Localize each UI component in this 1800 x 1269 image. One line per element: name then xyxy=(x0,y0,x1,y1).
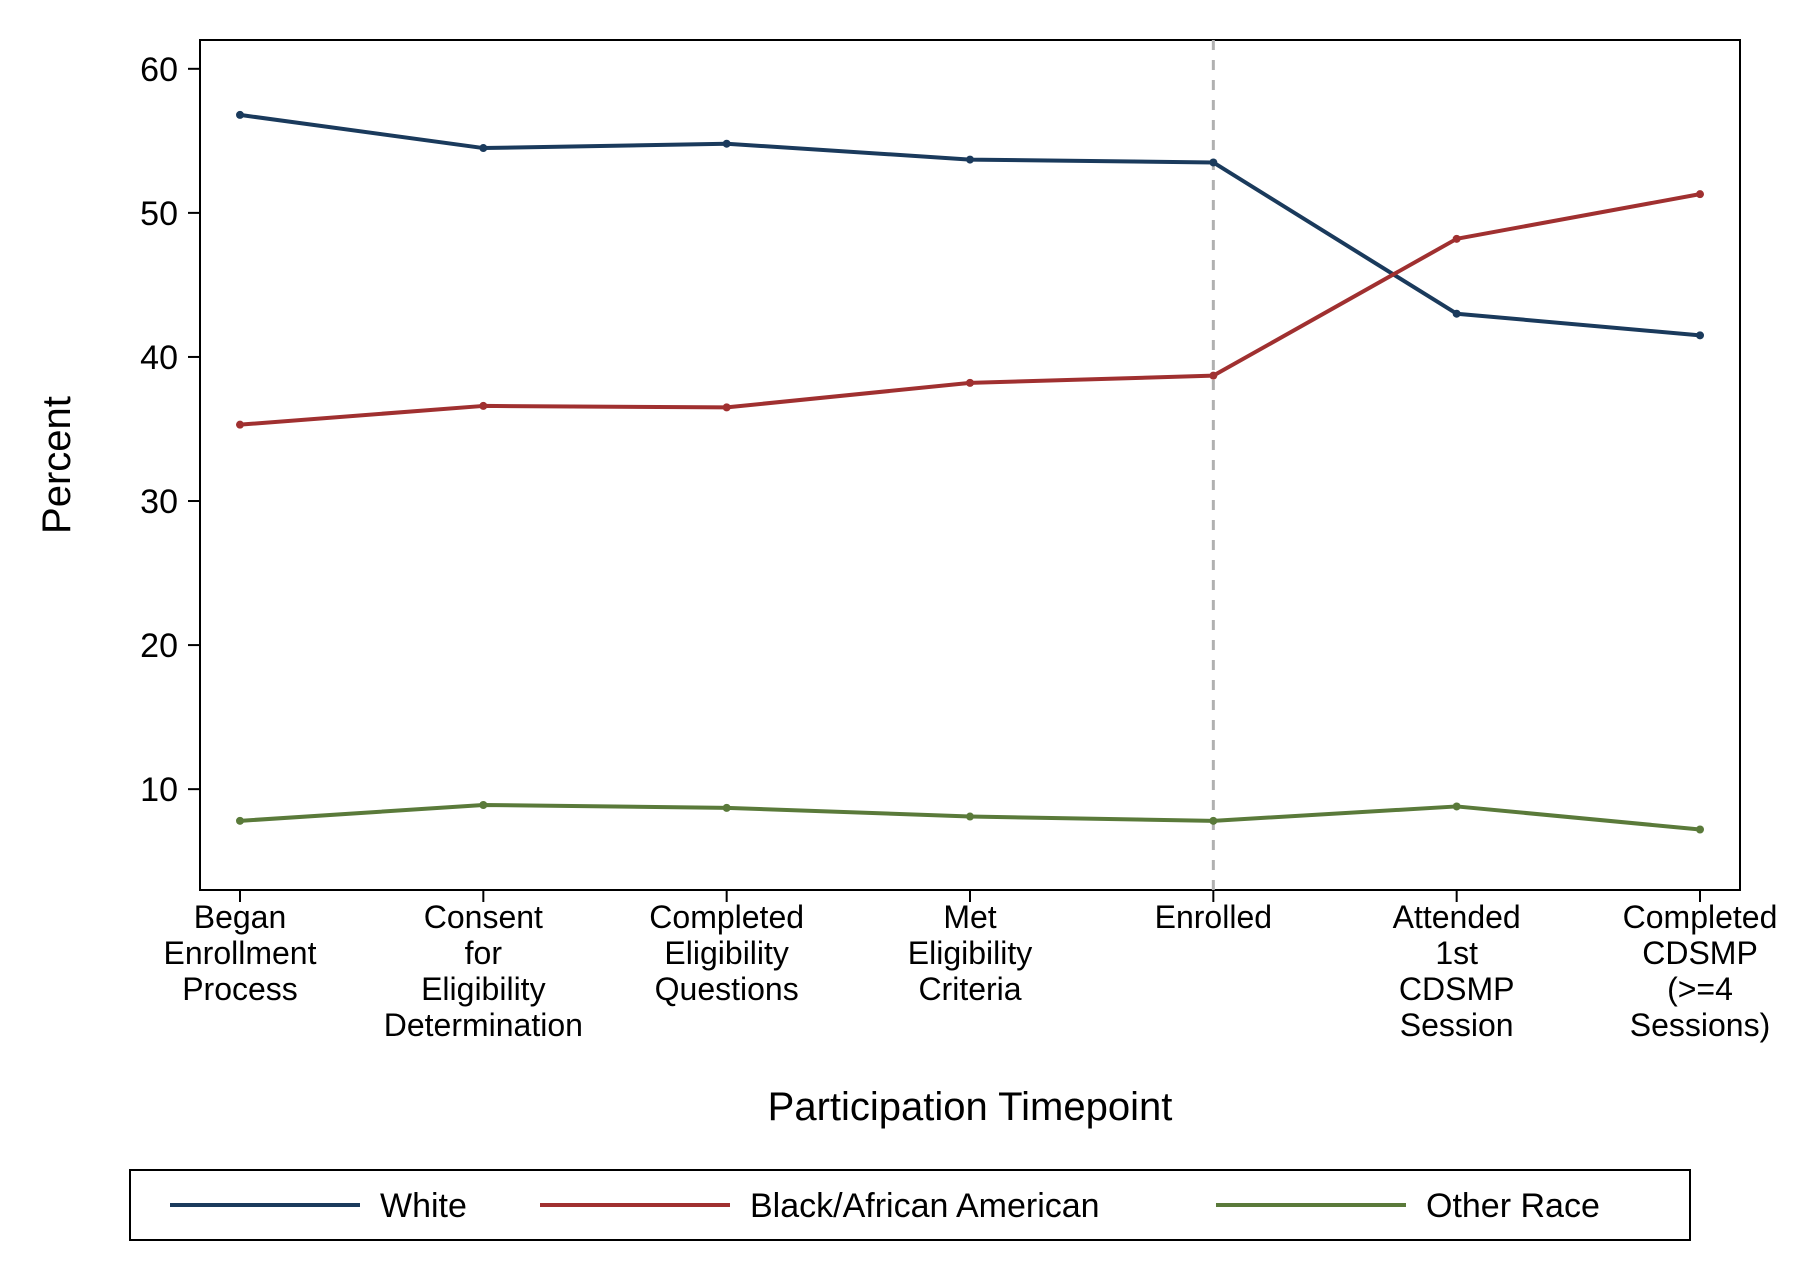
series-marker xyxy=(1696,331,1704,339)
series-marker xyxy=(966,156,974,164)
series-marker xyxy=(1696,825,1704,833)
series-marker xyxy=(1453,235,1461,243)
series-marker xyxy=(479,801,487,809)
series-marker xyxy=(1453,310,1461,318)
series-marker xyxy=(1209,158,1217,166)
legend-label: Black/African American xyxy=(750,1187,1100,1225)
x-category-label: CompletedEligibilityQuestions xyxy=(649,899,804,1007)
y-tick-label: 60 xyxy=(140,51,178,89)
x-category-label: Enrolled xyxy=(1155,899,1272,935)
series-marker xyxy=(1696,190,1704,198)
chart-container: 102030405060PercentBeganEnrollmentProces… xyxy=(0,0,1800,1269)
series-marker xyxy=(1209,817,1217,825)
series-marker xyxy=(1453,802,1461,810)
series-marker xyxy=(723,804,731,812)
legend-label: Other Race xyxy=(1426,1187,1600,1225)
y-tick-label: 50 xyxy=(140,195,178,233)
series-marker xyxy=(479,144,487,152)
x-category-label: Attended1stCDSMPSession xyxy=(1393,899,1521,1043)
y-axis-label: Percent xyxy=(35,396,79,534)
series-marker xyxy=(236,421,244,429)
y-tick-label: 30 xyxy=(140,483,178,521)
x-axis-label: Participation Timepoint xyxy=(768,1085,1173,1129)
y-tick-label: 10 xyxy=(140,771,178,809)
y-tick-label: 40 xyxy=(140,339,178,377)
legend-label: White xyxy=(380,1187,467,1225)
series-marker xyxy=(966,813,974,821)
series-marker xyxy=(723,140,731,148)
series-marker xyxy=(236,817,244,825)
chart-svg: 102030405060PercentBeganEnrollmentProces… xyxy=(0,0,1800,1269)
series-marker xyxy=(966,379,974,387)
series-marker xyxy=(1209,372,1217,380)
series-marker xyxy=(479,402,487,410)
y-tick-label: 20 xyxy=(140,627,178,665)
series-marker xyxy=(723,403,731,411)
series-marker xyxy=(236,111,244,119)
chart-bg xyxy=(0,0,1800,1269)
